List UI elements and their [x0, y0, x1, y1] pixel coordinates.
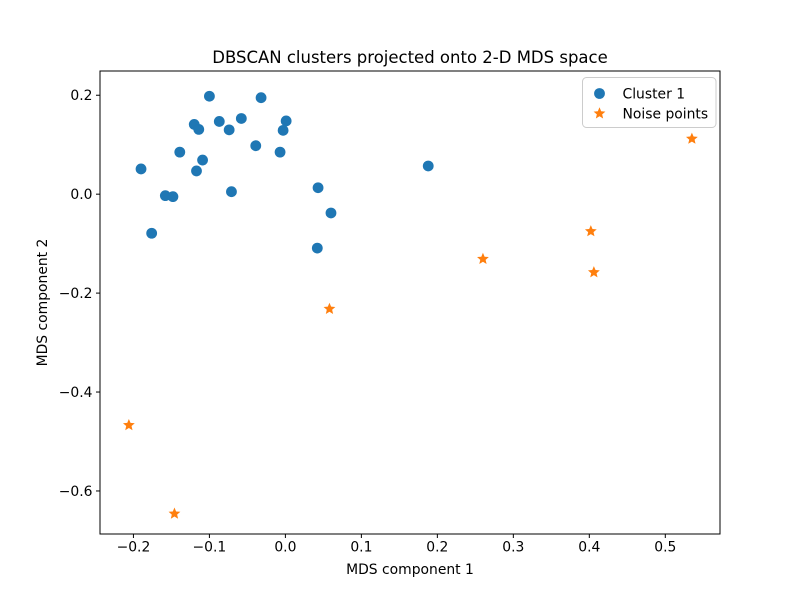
- x-tick-label: 0.1: [350, 540, 372, 556]
- cluster1-point: [311, 242, 323, 254]
- x-tick-label: 0.0: [274, 540, 296, 556]
- x-tick-label: 0.4: [578, 540, 600, 556]
- cluster1-point: [213, 116, 225, 127]
- cluster1-point: [422, 160, 434, 172]
- cluster1-point: [146, 227, 158, 239]
- cluster1-point: [197, 154, 208, 166]
- cluster1-point: [280, 115, 292, 127]
- cluster1-point: [255, 92, 267, 104]
- legend-marker-circle-icon: [594, 88, 605, 99]
- legend-box: [582, 77, 717, 128]
- y-tick-label: 0.0: [70, 187, 92, 203]
- x-axis-label: MDS component 1: [346, 562, 474, 578]
- x-tick-label: 0.3: [502, 540, 524, 556]
- x-tick-label: −0.2: [117, 540, 151, 556]
- y-axis-ticks: 0.2 0.0 −0.2 −0.4 −0.6: [59, 88, 100, 500]
- cluster1-point: [191, 165, 202, 177]
- y-tick-label: −0.2: [59, 286, 93, 302]
- y-tick-label: 0.2: [70, 88, 92, 104]
- cluster1-point: [226, 186, 237, 198]
- x-axis-ticks: −0.2 −0.1 0.0 0.1 0.2 0.3 0.4 0.5: [117, 534, 676, 556]
- cluster1-point: [174, 146, 186, 158]
- plot-border: [99, 70, 721, 535]
- data-points: [122, 90, 698, 519]
- x-tick-label: 0.5: [654, 540, 676, 556]
- legend-label: Cluster 1: [623, 86, 686, 102]
- noise-point: [584, 225, 597, 237]
- legend: Cluster 1 Noise points: [582, 77, 717, 128]
- y-axis-label: MDS component 2: [35, 239, 51, 367]
- cluster1-point: [193, 123, 205, 135]
- cluster1-point: [250, 140, 262, 152]
- noise-point: [323, 302, 336, 314]
- noise-point: [122, 418, 135, 431]
- noise-point: [685, 132, 698, 144]
- cluster1-point: [204, 90, 215, 102]
- chart-title: DBSCAN clusters projected onto 2-D MDS s…: [212, 48, 608, 67]
- noise-point: [477, 252, 489, 264]
- x-tick-label: 0.2: [426, 540, 448, 556]
- x-tick-label: −0.1: [193, 540, 227, 556]
- cluster1-point: [235, 113, 247, 124]
- legend-marker-star-icon: [593, 107, 606, 119]
- cluster1-point: [135, 163, 147, 175]
- cluster1-point: [277, 124, 289, 136]
- y-tick-label: −0.4: [59, 385, 93, 401]
- legend-label: Noise points: [623, 106, 709, 122]
- cluster1-point: [167, 191, 179, 203]
- cluster1-point: [312, 182, 324, 194]
- cluster1-point: [223, 124, 235, 136]
- cluster1-point: [274, 146, 286, 158]
- noise-point: [168, 507, 181, 519]
- noise-point: [587, 266, 600, 278]
- y-tick-label: −0.6: [59, 484, 93, 500]
- cluster1-point: [325, 207, 337, 219]
